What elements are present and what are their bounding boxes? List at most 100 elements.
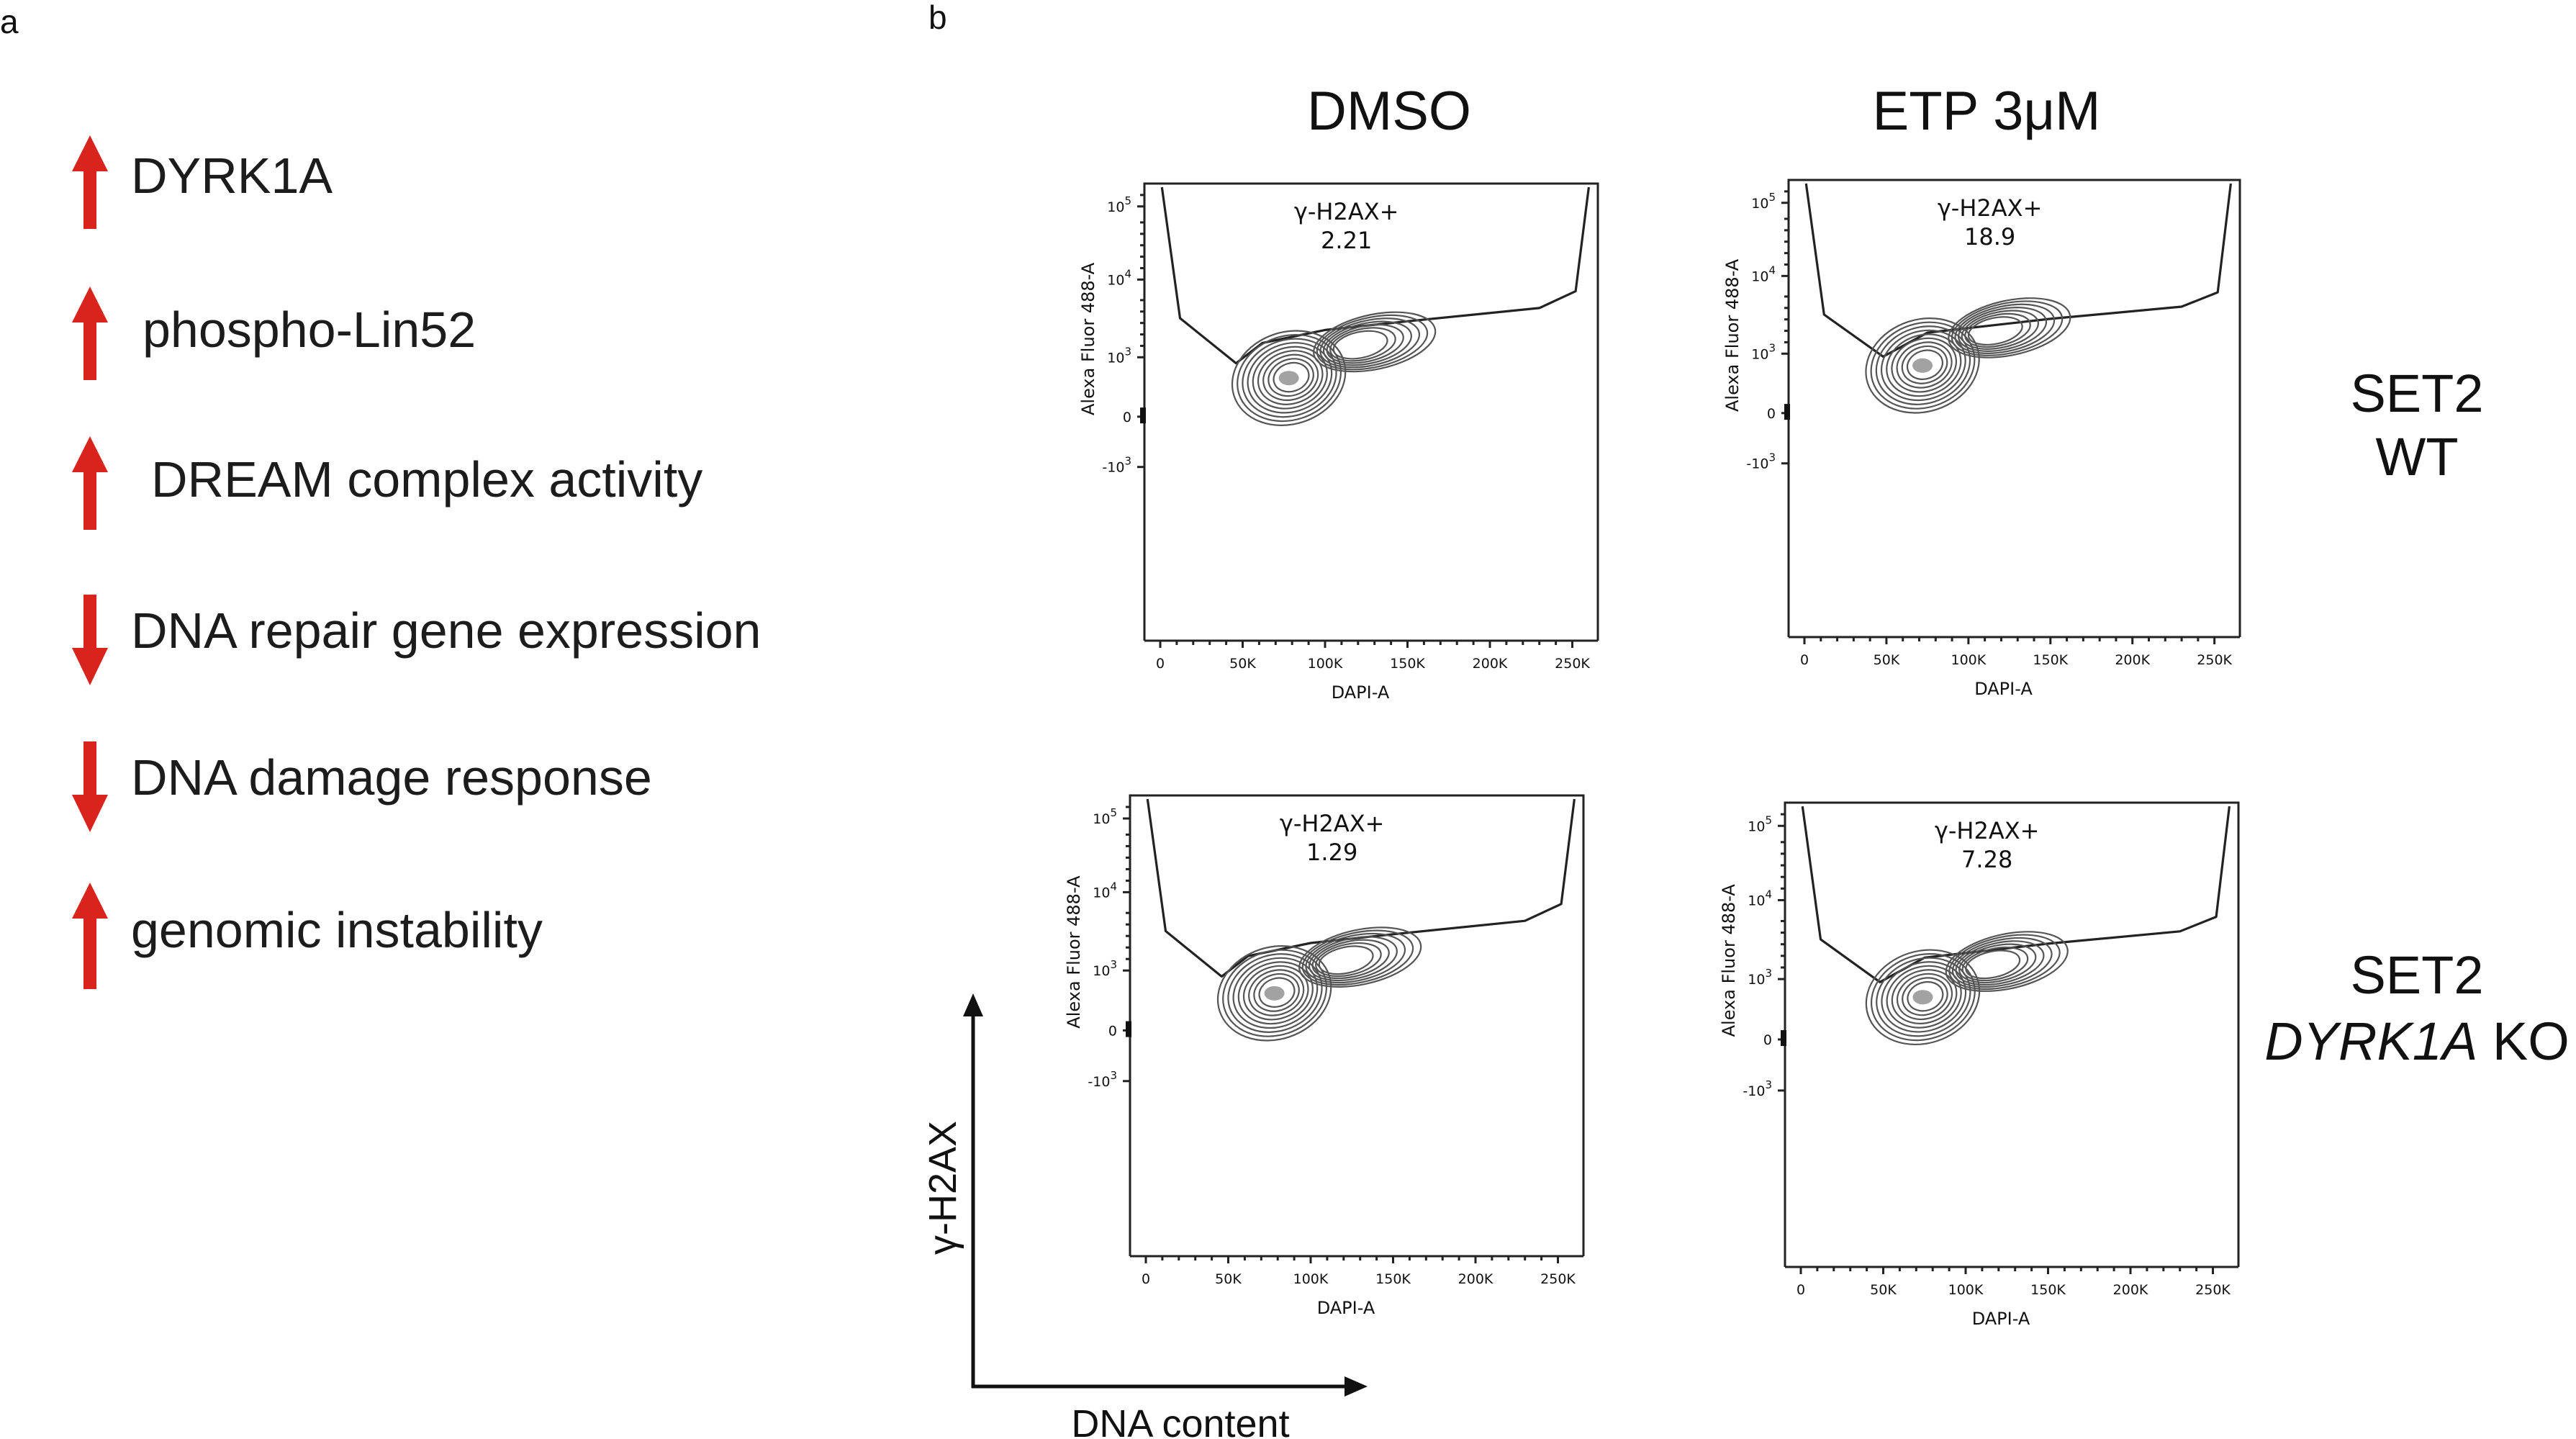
gate-polygon <box>1160 186 1590 365</box>
x-tick-label: 200K <box>2113 1282 2148 1298</box>
list-item-label: phospho-Lin52 <box>143 302 476 358</box>
list-item: genomic instability <box>72 883 543 989</box>
x-tick-label: 0 <box>1142 1271 1150 1287</box>
y-tick-label: 104 <box>1751 263 1776 284</box>
axis-pileup <box>1781 1030 1786 1047</box>
axis-pileup <box>1784 404 1790 420</box>
y-tick-label: -103 <box>1743 1078 1772 1099</box>
y-tick-label: 104 <box>1748 888 1772 908</box>
down-arrow-icon <box>72 741 108 832</box>
contour-main <box>1273 361 1310 393</box>
x-tick-label: 200K <box>2115 652 2150 668</box>
contour-shoulder <box>1329 327 1396 362</box>
condition-header-dmso: DMSO <box>1307 81 1471 142</box>
row-label-line2-row: DYRK1A KO <box>2264 1011 2570 1071</box>
contour-core <box>1278 371 1299 386</box>
contour-shoulder <box>1965 949 2021 980</box>
contour-main <box>1247 342 1333 414</box>
contour-shoulder <box>1311 939 1390 980</box>
contour-main <box>1237 961 1314 1025</box>
contour-main <box>1880 329 1966 402</box>
y-tick-label: 103 <box>1751 341 1776 362</box>
y-tick-label: -103 <box>1088 1069 1117 1090</box>
contour-shoulder <box>1961 310 2039 350</box>
summary-x-arrowhead <box>1345 1376 1368 1397</box>
summary-axes: γ-H2AX DNA content <box>921 993 1368 1439</box>
list-item-label: DYRK1A <box>131 148 333 204</box>
contour-main <box>1257 350 1324 405</box>
y-tick-label: 104 <box>1107 267 1131 288</box>
contour-main <box>1881 961 1967 1033</box>
down-arrow-icon <box>72 595 108 685</box>
panel-b-letter: b <box>928 0 947 36</box>
flow-plot: 0 50K 100K 150K 200K 250K 105 104 103 0 -103 Alexa … <box>1078 182 1599 703</box>
x-axis-label: DAPI-A <box>1972 1309 2030 1329</box>
y-tick-label: 105 <box>1748 813 1772 834</box>
contour-shoulder <box>1308 936 1398 982</box>
up-arrow-icon <box>72 287 108 380</box>
up-arrow-icon <box>72 135 108 229</box>
contour-main <box>1902 977 1948 1016</box>
x-tick-label: 150K <box>1375 1271 1411 1287</box>
x-tick-label: 100K <box>1951 652 1986 668</box>
list-item-label: DNA repair gene expression <box>131 603 761 659</box>
x-tick-label: 250K <box>2195 1282 2231 1298</box>
contour-main <box>1907 980 1944 1012</box>
gate-value: 18.9 <box>1964 223 2015 251</box>
y-tick-label: 104 <box>1093 880 1117 901</box>
row-label-line1: SET2 <box>2350 945 2483 1005</box>
contour-shoulder <box>1319 317 1421 369</box>
list-item-label: DNA damage response <box>131 749 652 806</box>
contour-main <box>1886 965 1962 1029</box>
contour-shoulder <box>1332 330 1388 360</box>
flow-plot: 0 50K 100K 150K 200K 250K 105 104 103 0 -103 Alexa … <box>1064 794 1585 1318</box>
x-tick-label: 200K <box>1458 1271 1493 1287</box>
contour-shoulder <box>1326 323 1404 364</box>
flow-plot: 0 50K 100K 150K 200K 250K 105 104 103 0 -103 Alexa … <box>1722 179 2241 699</box>
contour-shoulder <box>1951 300 2064 356</box>
flow-plot: 0 50K 100K 150K 200K 250K 105 104 103 0 -103 Alexa … <box>1719 801 2240 1329</box>
condition-header-etp: ETP 3μM <box>1873 81 2101 142</box>
x-tick-label: 100K <box>1948 1282 1984 1298</box>
contour-shoulder <box>1964 312 2031 348</box>
x-tick-label: 50K <box>1229 656 1256 672</box>
y-tick-label: 105 <box>1107 194 1131 215</box>
list-item: DNA damage response <box>72 741 652 832</box>
gate-label: γ-H2AX+ <box>1294 198 1399 225</box>
x-tick-label: 0 <box>1797 1282 1805 1298</box>
x-tick-label: 150K <box>2030 1282 2066 1298</box>
x-axis-label: DAPI-A <box>1974 679 2033 699</box>
contour-main <box>1258 977 1296 1008</box>
axis-pileup <box>1140 407 1146 424</box>
flow-plots: 0 50K 100K 150K 200K 250K 105 104 103 0 -103 Alexa … <box>1064 179 2241 1329</box>
contour-shoulder <box>1951 937 2053 988</box>
gate-value: 1.29 <box>1306 839 1357 866</box>
gate-label: γ-H2AX+ <box>1935 817 2040 844</box>
y-tick-label: 0 <box>1123 410 1131 425</box>
list-item: DNA repair gene expression <box>72 595 761 685</box>
y-axis-label: Alexa Fluor 488-A <box>1722 258 1743 412</box>
contour-main <box>1906 349 1943 380</box>
contour-shoulder <box>1958 307 2048 352</box>
list-item-label: genomic instability <box>131 902 543 958</box>
contour-shoulder <box>1318 945 1374 975</box>
x-tick-label: 100K <box>1293 1271 1329 1287</box>
contour-shoulder <box>1955 940 2045 986</box>
gate-label: γ-H2AX+ <box>1938 194 2043 222</box>
gate-value: 2.21 <box>1321 227 1372 254</box>
list-item: DREAM complex activity <box>72 436 702 530</box>
contour-shoulder <box>1315 942 1382 978</box>
summary-y-label: γ-H2AX <box>921 1121 964 1255</box>
y-tick-label: 0 <box>1767 406 1776 422</box>
row-label-ko-suffix: KO <box>2493 1011 2570 1071</box>
y-axis-label: Alexa Fluor 488-A <box>1719 884 1739 1037</box>
contour-shoulder <box>1298 926 1422 988</box>
y-tick-label: 0 <box>1763 1032 1772 1048</box>
y-tick-label: 0 <box>1108 1023 1117 1039</box>
contour-main <box>1267 358 1314 397</box>
contour-shoulder <box>1322 320 1412 366</box>
list-item: phospho-Lin52 <box>72 287 476 380</box>
list-item: DYRK1A <box>72 135 333 229</box>
contour-shoulder <box>1313 311 1437 373</box>
